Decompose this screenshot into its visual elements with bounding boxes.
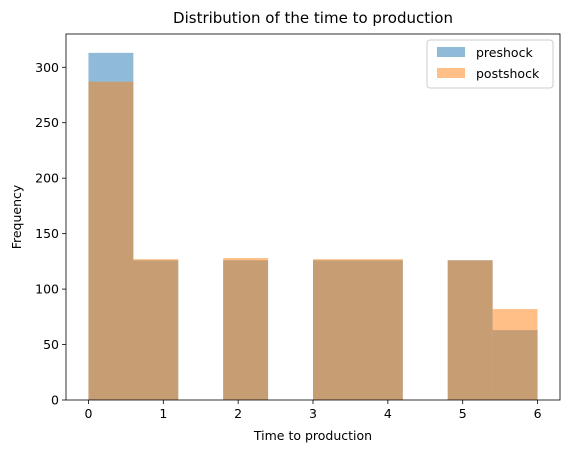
y-axis-label: Frequency bbox=[9, 184, 24, 249]
x-tick-label: 3 bbox=[309, 406, 317, 421]
bar-postshock-bin-8 bbox=[447, 260, 493, 400]
x-tick-label: 6 bbox=[534, 406, 542, 421]
y-tick-label: 100 bbox=[35, 282, 59, 297]
bar-postshock-bin-6 bbox=[357, 259, 403, 400]
legend-swatch-postshock bbox=[437, 68, 465, 78]
bar-postshock-bin-3 bbox=[223, 258, 269, 400]
x-axis-ticks: 0 1 2 3 4 5 6 bbox=[84, 400, 542, 421]
x-axis-label: Time to production bbox=[253, 428, 372, 443]
y-tick-label: 50 bbox=[43, 337, 59, 352]
y-tick-label: 0 bbox=[51, 393, 59, 408]
y-axis-ticks: 0 50 100 150 200 250 300 bbox=[35, 60, 66, 408]
bar-postshock-bin-0 bbox=[88, 81, 134, 400]
x-tick-label: 0 bbox=[84, 406, 92, 421]
x-tick-label: 5 bbox=[459, 406, 467, 421]
legend-swatch-preshock bbox=[437, 47, 465, 57]
x-tick-label: 1 bbox=[159, 406, 167, 421]
y-tick-label: 200 bbox=[35, 171, 59, 186]
y-tick-label: 150 bbox=[35, 226, 59, 241]
bar-postshock-bin-1 bbox=[133, 259, 179, 400]
legend-label-postshock: postshock bbox=[476, 66, 540, 81]
y-tick-label: 300 bbox=[35, 60, 59, 75]
legend-label-preshock: preshock bbox=[476, 45, 533, 60]
bars-layer bbox=[88, 52, 538, 400]
bar-postshock-bin-9 bbox=[492, 309, 538, 400]
chart-title: Distribution of the time to production bbox=[173, 9, 453, 27]
y-tick-label: 250 bbox=[35, 115, 59, 130]
x-tick-label: 2 bbox=[234, 406, 242, 421]
x-tick-label: 4 bbox=[384, 406, 392, 421]
legend: preshock postshock bbox=[426, 39, 554, 89]
bar-postshock-bin-5 bbox=[313, 259, 358, 400]
